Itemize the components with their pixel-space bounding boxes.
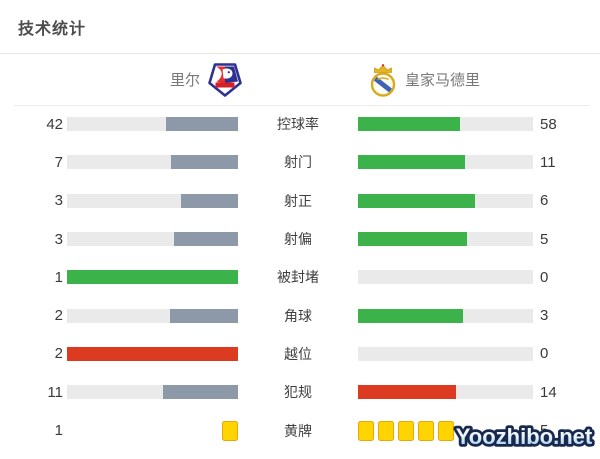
watermark-text: Yoozhibo.net (456, 424, 593, 449)
away-bar-fill (358, 308, 463, 323)
away-value: 58 (540, 115, 557, 133)
stat-row: 2 越位 0 (0, 335, 600, 373)
home-bar-fill (67, 346, 238, 361)
stat-label: 射正 (284, 192, 312, 209)
away-bar (358, 117, 533, 132)
home-bar (67, 420, 238, 441)
home-bar (67, 270, 238, 285)
stat-label: 黄牌 (284, 422, 312, 439)
team-header: 里尔 皇家马德里 (0, 54, 600, 105)
home-value: 7 (54, 153, 63, 171)
away-bar (358, 232, 533, 247)
home-bar (67, 385, 238, 400)
away-bar (358, 308, 533, 323)
home-bar-fill (181, 193, 238, 208)
home-bar (67, 193, 238, 208)
stat-label: 控球率 (277, 116, 319, 133)
stat-row: 7 射门 11 (0, 143, 600, 181)
home-team-name: 里尔 (169, 72, 200, 89)
watermark: Yoozhibo.net (448, 417, 600, 458)
away-bar-fill (358, 193, 475, 208)
home-value: 1 (54, 422, 63, 440)
stat-row: 1 黄牌 5 (0, 411, 600, 449)
lille-crest-icon (208, 63, 242, 97)
yellow-card-icon (418, 420, 434, 441)
stat-row: 3 射正 6 (0, 182, 600, 220)
home-value: 3 (54, 192, 63, 210)
away-value: 5 (540, 422, 549, 440)
stat-label: 射偏 (284, 231, 312, 248)
real-madrid-crest-icon (370, 63, 396, 97)
home-bar (67, 232, 238, 247)
away-value: 6 (540, 192, 549, 210)
stat-label: 被封堵 (277, 269, 319, 286)
home-value: 2 (54, 345, 63, 363)
away-bar-fill (358, 232, 468, 247)
header-divider (14, 105, 590, 106)
yellow-card-icon (358, 420, 374, 441)
home-bar-fill (67, 270, 238, 285)
home-bar-fill (166, 117, 238, 132)
home-value: 42 (46, 115, 63, 133)
away-bar (358, 385, 533, 400)
home-bar-fill (173, 232, 238, 247)
stat-row: 11 犯规 14 (0, 373, 600, 411)
home-bar (67, 155, 238, 170)
home-value: 3 (54, 230, 63, 248)
away-team: 皇家马德里 (370, 54, 480, 105)
yellow-card-icon (438, 420, 454, 441)
top-divider (0, 53, 600, 54)
away-bar (358, 193, 533, 208)
away-value: 5 (540, 230, 549, 248)
stat-row: 42 控球率 58 (0, 105, 600, 143)
away-bar-fill (358, 155, 465, 170)
stats-table: 42 控球率 58 7 射门 11 3 射正 6 3 射偏 5 1 被封堵 0 2 角球 3 2 越位 0 11 犯规 14 1… (0, 105, 600, 450)
home-value: 2 (54, 307, 63, 325)
away-bar (358, 346, 533, 361)
home-bar (67, 117, 238, 132)
home-bar-fill (162, 385, 238, 400)
away-team-name: 皇家马德里 (405, 72, 481, 89)
stat-label: 越位 (284, 345, 312, 362)
stat-label: 射门 (284, 154, 312, 171)
stat-row: 3 射偏 5 (0, 220, 600, 258)
home-value: 1 (54, 268, 63, 286)
yellow-card-icon (398, 420, 414, 441)
stat-label: 角球 (284, 307, 312, 324)
away-bar (358, 155, 533, 170)
away-bar (358, 270, 533, 285)
home-bar-fill (169, 308, 238, 323)
away-bar-fill (358, 117, 460, 132)
stat-row: 2 角球 3 (0, 296, 600, 334)
home-bar (67, 346, 238, 361)
away-bar (358, 420, 533, 441)
away-value: 0 (540, 268, 549, 286)
stat-row: 1 被封堵 0 (0, 258, 600, 296)
away-value: 11 (540, 153, 556, 171)
yellow-card-icon (378, 420, 394, 441)
home-bar-fill (171, 155, 238, 170)
page-title: 技术统计 (18, 21, 87, 38)
home-value: 11 (47, 383, 63, 401)
stat-label: 犯规 (284, 384, 312, 401)
away-value: 0 (540, 345, 549, 363)
yellow-card-icon (222, 420, 238, 441)
away-value: 3 (540, 307, 549, 325)
home-team: 里尔 (170, 54, 243, 105)
away-value: 14 (540, 383, 557, 401)
home-bar (67, 308, 238, 323)
away-bar-fill (358, 385, 456, 400)
